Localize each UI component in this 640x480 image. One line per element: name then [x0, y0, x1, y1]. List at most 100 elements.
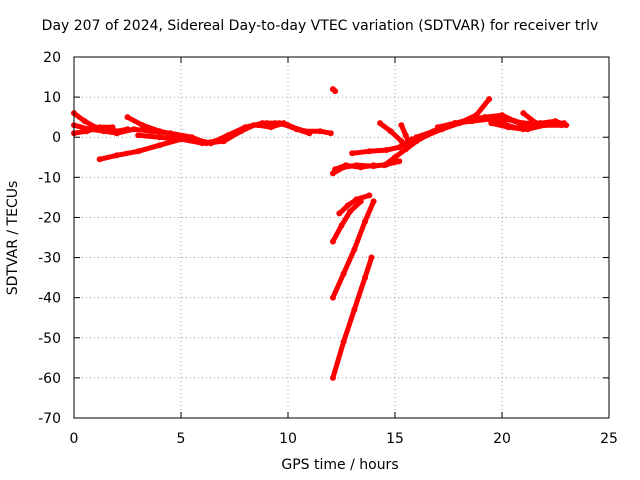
data-point	[332, 88, 339, 95]
x-tick-label: 25	[600, 431, 618, 447]
data-point	[280, 120, 287, 127]
data-point	[212, 138, 219, 145]
plot-frame	[73, 56, 610, 419]
x-tick-label: 10	[279, 431, 297, 447]
grid-lines	[74, 57, 609, 418]
series-line	[520, 110, 567, 126]
y-tick-label: -60	[38, 371, 61, 387]
series-line	[488, 120, 539, 132]
data-point	[430, 128, 437, 135]
series-line	[330, 198, 364, 244]
series-arc-9	[329, 86, 339, 95]
data-point	[340, 338, 347, 345]
data-point	[342, 162, 349, 169]
data-point	[329, 374, 336, 381]
data-point	[381, 162, 388, 169]
data-point	[499, 112, 505, 119]
data-point	[370, 162, 377, 169]
data-point	[351, 246, 358, 253]
tick-labels: 0 5 10 15 20 25 20 10 0 -10 -20 -30 -40 -50 -60 -70	[38, 50, 618, 447]
data-point	[178, 136, 184, 143]
data-point	[96, 124, 103, 131]
y-tick-label: -40	[38, 291, 61, 307]
data-point	[434, 124, 441, 131]
data-point	[520, 126, 527, 133]
data-point	[135, 148, 142, 155]
y-tick-label: 0	[52, 130, 61, 146]
data-point	[520, 120, 527, 127]
data-point	[340, 270, 347, 277]
data-point	[306, 130, 313, 137]
y-tick-label: 10	[43, 90, 61, 106]
data-point	[327, 130, 334, 137]
data-point	[402, 142, 409, 149]
data-point	[225, 132, 232, 139]
data-point	[520, 110, 527, 117]
data-point	[392, 154, 398, 161]
data-point	[488, 120, 495, 127]
y-tick-label: 20	[43, 50, 61, 66]
y-tick-label: -30	[38, 251, 61, 267]
data-point	[362, 218, 369, 225]
data-point	[402, 132, 409, 139]
x-tick-label: 0	[70, 431, 79, 447]
data-point	[377, 120, 384, 127]
data-point	[329, 238, 336, 245]
chart-title: Day 207 of 2024, Sidereal Day-to-day VTE…	[41, 18, 599, 34]
plot-area	[71, 86, 570, 381]
series-arc-11	[332, 162, 377, 173]
data-point	[383, 147, 390, 154]
data-point	[503, 116, 510, 123]
y-axis-label: SDTVAR / TECUs	[5, 180, 21, 296]
data-point	[486, 96, 493, 103]
data-point	[255, 122, 262, 129]
axis-ticks	[73, 56, 610, 419]
data-point	[139, 122, 146, 129]
series-arc-13	[329, 198, 364, 245]
x-tick-label: 20	[493, 431, 511, 447]
data-point	[362, 274, 369, 281]
data-point	[113, 152, 120, 159]
data-point	[130, 126, 137, 133]
data-point	[368, 254, 375, 261]
data-point	[81, 118, 88, 125]
data-point	[396, 144, 403, 151]
data-point	[370, 198, 377, 205]
data-point	[344, 202, 351, 209]
data-point	[156, 128, 163, 135]
data-point	[366, 148, 373, 155]
data-point	[533, 120, 540, 127]
series-arc-8	[255, 120, 313, 137]
x-tick-label: 15	[386, 431, 404, 447]
data-point	[332, 166, 339, 173]
series-arc-7	[135, 120, 291, 147]
data-point	[398, 122, 405, 129]
y-tick-label: -50	[38, 331, 61, 347]
x-axis-label: GPS time / hours	[281, 457, 399, 473]
data-point	[357, 198, 364, 205]
series-line	[336, 192, 372, 216]
data-point	[156, 134, 163, 141]
data-point	[351, 306, 358, 313]
data-point	[451, 120, 458, 127]
data-point	[199, 140, 206, 147]
data-point	[293, 126, 300, 133]
data-point	[113, 130, 120, 137]
series-line	[71, 124, 115, 136]
data-point	[100, 128, 107, 135]
data-point	[413, 134, 420, 141]
data-point	[336, 210, 343, 217]
y-tick-label: -20	[38, 210, 61, 226]
series-line	[135, 120, 291, 146]
y-tick-label: -10	[38, 170, 61, 186]
data-point	[469, 118, 476, 125]
data-point	[387, 128, 394, 135]
data-point	[338, 222, 345, 229]
series-line	[332, 162, 377, 172]
data-point	[267, 124, 274, 131]
data-point	[357, 164, 364, 171]
data-point	[109, 124, 116, 131]
data-point	[156, 142, 163, 149]
data-point	[242, 124, 249, 131]
